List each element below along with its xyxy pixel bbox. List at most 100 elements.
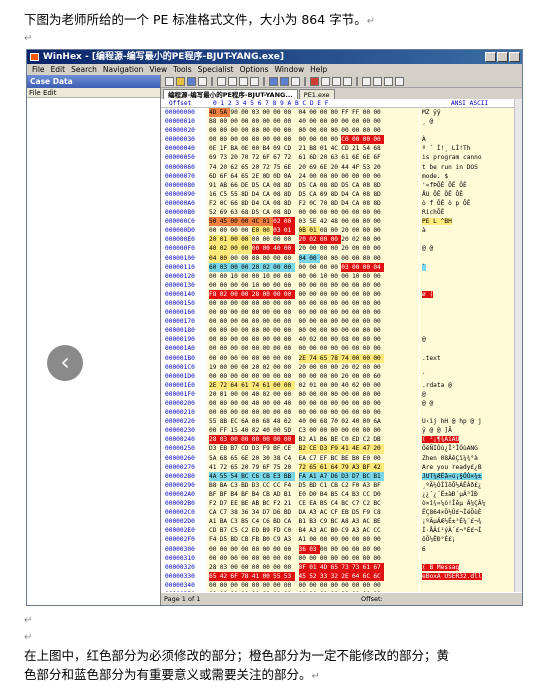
hex-row[interactable]: 00000150 00 00 00 00 00 00 00 00 00 00 00 00 00 00 00 00: [161, 298, 522, 309]
settings-icon[interactable]: [395, 76, 404, 86]
hex-row[interactable]: 00000300 00 00 00 00 00 00 00 00 36 03 00 00 00 00 00 00…: [161, 544, 522, 554]
goto-offset-icon[interactable]: [310, 76, 319, 86]
menu-options[interactable]: Options: [239, 65, 269, 74]
disk-icon[interactable]: [362, 76, 371, 86]
hex-row[interactable]: 000000C0 50 45 00 00 4C 01 02 00 03 5E 42 48 00 00 00 00…: [161, 217, 522, 227]
hex-row-background: [207, 126, 419, 136]
hex-row[interactable]: 00000180 00 00 00 00 00 00 00 00 00 00 00 00 00 00 00 00: [161, 326, 522, 336]
undo-icon[interactable]: [217, 76, 226, 86]
hex-row[interactable]: 000000B0 52 69 63 68 D5 CA 08 8D 00 00 00 00 00 00 00 00…: [161, 208, 522, 218]
save-icon[interactable]: [187, 76, 196, 86]
prev-icon[interactable]: [332, 76, 341, 86]
hex-row[interactable]: 00000000 4D 5A 90 00 03 00 00 00 04 00 00 00 FF FF 00 00…: [161, 108, 522, 118]
paste-icon[interactable]: [250, 76, 259, 86]
hex-row[interactable]: 00000020 00 00 00 00 00 00 00 00 00 00 00 00 00 00 00 00: [161, 126, 522, 136]
hex-row[interactable]: 000002A0 BF BF B4 BF B4 CB AD B1 E0 D0 B4 B5 C4 B3 CC D0…: [161, 489, 522, 500]
hex-row[interactable]: 00000040 0E 1F BA 0E 00 B4 09 CD 21 B8 01 4C CD 21 54 68…: [161, 144, 522, 154]
hex-editor[interactable]: Offset 0 1 2 3 4 5 6 7 8 9 A B C D E F A…: [161, 99, 522, 594]
hex-row[interactable]: 00000230 00 FF 15 40 02 40 00 5D C3 00 00 00 00 00 00 00…: [161, 426, 522, 436]
hex-row[interactable]: 000002D0 A1 BA C3 B5 C4 C6 BD CA B1 B3 C9 BC A8 A3 AC BE…: [161, 517, 522, 527]
hex-row[interactable]: 000001B0 00 00 00 00 00 00 00 00 2E 74 65 78 74 00 00 00…: [161, 353, 522, 363]
hex-row[interactable]: 00000240 28 03 00 00 00 00 00 00 B2 A1 B6 BE C0 ED C2 DB…: [161, 435, 522, 445]
hex-row[interactable]: 00000030 00 00 00 00 00 00 00 00 00 00 00 00 C0 00 00 00…: [161, 135, 522, 145]
hex-row[interactable]: 00000250 D3 EB B7 CD D3 F9 BF CE B2 CE D3 F9 41 4E 47 20…: [161, 444, 522, 454]
hex-row[interactable]: 00000260 5A 68 65 6E 20 30 38 C4 EA C7 EF BC BE B0 E0 00…: [161, 453, 522, 463]
hex-row[interactable]: 00000130 00 00 00 00 10 00 00 00 00 00 00 00 00 00 00 00: [161, 280, 522, 290]
hex-row[interactable]: 00000010 B8 00 00 00 00 00 00 00 40 00 00 00 00 00 00 00…: [161, 117, 522, 127]
bookmark-icon[interactable]: [321, 76, 330, 86]
row-offset: 00000140: [165, 290, 195, 298]
hex-row[interactable]: 000001E0 2E 72 64 61 74 61 00 00 02 01 00 00 40 02 00 00…: [161, 380, 522, 390]
next-icon[interactable]: [343, 76, 352, 86]
hex-row-background: [207, 162, 419, 172]
hex-row[interactable]: 00000340 00 00 00 00 00 00 00 00 00 00 00 00 00 00 00 00: [161, 580, 522, 590]
menu-tools[interactable]: Tools: [173, 65, 192, 74]
open-file-icon[interactable]: [176, 76, 185, 86]
hex-row[interactable]: 00000110 60 03 00 00 20 02 00 00 00 00 00 00 03 00 00 04…: [161, 262, 522, 272]
hex-row-background: [207, 526, 419, 536]
hex-row[interactable]: 00000290 B8 BA C3 BD D3 CC CC F4 D5 BD C1 CB C2 F0 A3 BF…: [161, 480, 522, 490]
hex-row[interactable]: 000000A0 F2 0C 66 8D D4 CA 08 8D F2 0C 70 8D D4 CA 08 8D…: [161, 198, 522, 209]
hex-row[interactable]: 000002E0 CD B7 C5 C2 ED B9 FD C0 B4 A3 AC B0 C9 A3 AC CC…: [161, 526, 522, 536]
hex-row[interactable]: 000002B0 F2 D7 EE BE AB BC F2 21 CE EA B5 C4 BC C7 C2 BC…: [161, 499, 522, 509]
hex-row[interactable]: 00000060 74 20 62 65 20 72 75 6E 20 69 6E 20 44 4F 53 20…: [161, 162, 522, 172]
hex-row[interactable]: 00000170 00 00 00 00 00 00 00 00 00 00 00 00 00 00 00 00: [161, 317, 522, 327]
hex-row[interactable]: 00000200 00 00 00 00 40 00 00 40 00 00 00 00 00 00 00 00…: [161, 399, 522, 409]
winhex-app-icon: [30, 53, 39, 61]
menu-navigation[interactable]: Navigation: [102, 65, 144, 74]
menu-edit[interactable]: Edit: [50, 65, 66, 74]
menu-view[interactable]: View: [149, 65, 168, 74]
hex-row[interactable]: 00000190 00 00 00 00 00 00 00 00 40 02 00 00 08 00 00 00…: [161, 335, 522, 345]
menu-specialist[interactable]: Specialist: [197, 65, 234, 74]
hex-row[interactable]: 000000D0 00 00 00 00 E0 00 03 01 0B 01 08 00 20 00 00 00…: [161, 226, 522, 236]
file-tab[interactable]: 编程源-编写最小的PE程序-BJUT-YANG...: [163, 89, 298, 99]
hex-row[interactable]: 00000330 65 42 6F 78 41 00 55 53 45 52 33 32 2E 64 6C 6C…: [161, 571, 522, 581]
copy-icon[interactable]: [239, 76, 248, 86]
hex-row[interactable]: 00000280 4A 55 54 BC C6 CB E3 BB FA A1 A7 D6 D3 D7 BC B1…: [161, 471, 522, 481]
replace-icon[interactable]: [291, 76, 300, 86]
hex-row[interactable]: 00000090 16 C5 55 8D D4 CA 08 8D D5 CA 09 8D D4 CA 08 8D…: [161, 189, 522, 199]
hex-row[interactable]: 000002C0 CA C7 38 36 34 D7 D6 BD DA A3 AC CF EB D5 F9 C8…: [161, 508, 522, 518]
print-icon[interactable]: [198, 76, 207, 86]
find-hex-icon[interactable]: [280, 76, 289, 86]
row-offset: 000001A0: [165, 345, 195, 353]
new-file-icon[interactable]: [165, 76, 174, 86]
calculator-icon[interactable]: [384, 76, 393, 86]
hex-row[interactable]: 000000F0 40 02 00 00 00 00 40 00 20 00 00 00 20 00 00 00…: [161, 244, 522, 254]
case-data-menu[interactable]: File Edit: [27, 88, 160, 98]
hex-row[interactable]: 000001F0 20 01 00 00 40 02 00 00 00 00 00 00 00 00 00 00…: [161, 389, 522, 399]
hex-row[interactable]: 00000100 04 00 00 00 00 00 00 00 04 00 00 00 00 00 00 00: [161, 253, 522, 263]
hex-row[interactable]: 000001D0 00 00 00 00 00 00 00 00 00 00 00 00 20 00 00 60…: [161, 371, 522, 381]
menu-search[interactable]: Search: [71, 65, 97, 74]
maximize-button[interactable]: [497, 52, 508, 62]
cut-icon[interactable]: [228, 76, 237, 86]
close-button[interactable]: [509, 52, 520, 62]
hex-row[interactable]: 000001C0 19 00 00 00 20 02 00 00 20 00 00 00 20 02 00 00: [161, 362, 522, 372]
hex-row[interactable]: 00000320 28 03 00 00 00 00 00 00 0F 01 4D 65 73 73 61 67…: [161, 562, 522, 572]
row-ascii: ÿ @ @ ]Ã: [420, 426, 522, 436]
vertical-scrollbar[interactable]: [514, 99, 522, 594]
hex-row[interactable]: 000000E0 20 01 00 00 00 00 00 00 20 02 00 00 20 02 00 00: [161, 235, 522, 245]
hex-row[interactable]: 00000220 55 8B EC 6A 00 68 48 02 40 00 68 70 02 40 00 6A…: [161, 417, 522, 427]
hex-row[interactable]: 00000160 00 00 00 00 00 00 00 00 00 00 00 00 00 00 00 00: [161, 308, 522, 318]
find-icon[interactable]: [269, 76, 278, 86]
hex-row[interactable]: 00000050 69 73 20 70 72 6F 67 72 61 6D 20 63 61 6E 6E 6F…: [161, 153, 522, 163]
hex-row[interactable]: 00000120 00 00 10 00 00 10 00 00 00 00 10 00 00 10 00 00: [161, 271, 522, 281]
menu-help[interactable]: Help: [310, 65, 328, 74]
hex-row[interactable]: 00000070 6D 6F 64 65 2E 0D 0D 0A 24 00 00 00 00 00 00 00…: [161, 171, 522, 181]
menu-window[interactable]: Window: [274, 65, 305, 74]
file-tab[interactable]: PE1.exe: [298, 89, 335, 99]
hex-row[interactable]: 00000210 00 00 00 00 00 00 00 00 00 00 00 00 00 00 00 00: [161, 408, 522, 418]
hex-row[interactable]: 000002F0 F4 D5 BD CB FB B0 C9 A3 A1 00 00 00 00 00 00 00…: [161, 535, 522, 545]
ram-icon[interactable]: [373, 76, 382, 86]
hex-row[interactable]: 00000080 91 AB 66 DE D5 CA 08 8D D5 CA 08 8D D5 CA 08 8D…: [161, 180, 522, 190]
hex-row[interactable]: 00000140 F8 02 00 00 28 00 00 00 00 00 00 00 00 00 00 00…: [161, 289, 522, 299]
hex-row[interactable]: 00000310 00 00 00 00 00 00 00 00 00 00 00 00 00 00 00 00: [161, 553, 522, 563]
hex-row[interactable]: 00000270 41 72 65 20 79 6F 75 20 72 65 61 64 79 A3 BF 42…: [161, 462, 522, 472]
minimize-button[interactable]: [485, 52, 496, 62]
menu-file[interactable]: File: [32, 65, 45, 74]
explain-line-2: 色部分和蓝色部分为有重要意义或需要关注的部分。↵: [24, 667, 320, 682]
hex-row[interactable]: 000001A0 00 00 00 00 00 00 00 00 00 00 00 00 00 00 00 00: [161, 344, 522, 354]
back-arrow-icon[interactable]: ‹: [47, 345, 83, 381]
hex-row-background: [207, 198, 419, 209]
